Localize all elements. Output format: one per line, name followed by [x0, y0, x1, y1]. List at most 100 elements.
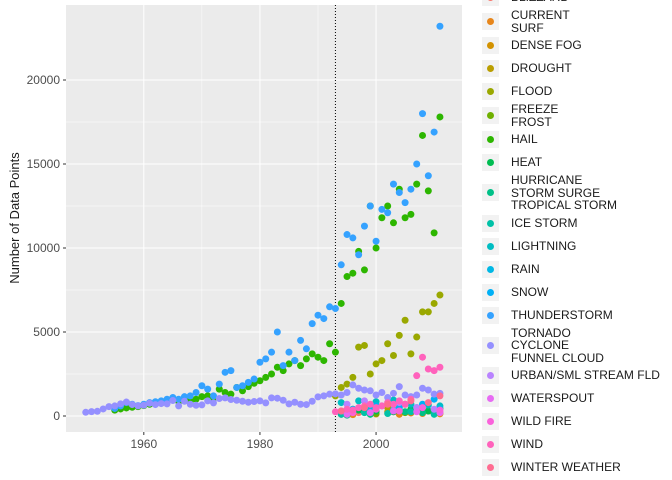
- point: [215, 385, 223, 393]
- point: [436, 291, 444, 299]
- point: [343, 273, 351, 281]
- point: [262, 373, 270, 381]
- point: [331, 304, 339, 312]
- point: [372, 244, 380, 252]
- legend-dot: [487, 265, 494, 273]
- point: [244, 398, 252, 406]
- point: [424, 399, 432, 407]
- point: [372, 404, 380, 412]
- legend-label: HEAT: [511, 155, 543, 170]
- point: [308, 350, 316, 358]
- legend-label: DENSE FOG: [511, 38, 582, 53]
- point: [250, 398, 258, 406]
- legend-item: DROUGHT: [482, 57, 672, 80]
- legend-dot: [487, 42, 494, 49]
- point: [384, 202, 392, 210]
- legend-item: WINTER WEATHER: [482, 456, 672, 479]
- point: [314, 393, 322, 401]
- point: [424, 386, 432, 394]
- legend-label: FLOOD: [511, 84, 553, 99]
- point: [146, 399, 154, 407]
- point: [378, 205, 386, 213]
- legend-dot: [487, 418, 494, 425]
- point: [273, 394, 281, 402]
- legend-label: FREEZE FROST: [511, 102, 559, 129]
- legend-dot: [487, 311, 494, 319]
- legend-item: HAIL: [482, 128, 672, 151]
- point: [395, 383, 403, 391]
- point: [279, 362, 287, 370]
- point: [384, 340, 392, 348]
- point: [424, 407, 432, 415]
- y-axis-title: Number of Data Points: [7, 152, 22, 284]
- legend-swatch: [487, 189, 494, 197]
- point: [268, 394, 276, 402]
- legend-swatch: [487, 65, 494, 72]
- legend-item: WATERSPOUT: [482, 387, 672, 410]
- legend-swatch: [487, 441, 494, 448]
- point: [314, 353, 322, 361]
- point: [233, 383, 241, 391]
- point: [436, 406, 444, 414]
- legend-item: HEAT: [482, 151, 672, 174]
- point: [366, 400, 374, 408]
- point: [360, 386, 368, 394]
- point: [297, 400, 305, 408]
- point: [401, 400, 409, 408]
- legend-dot: [487, 395, 494, 402]
- point: [349, 406, 357, 414]
- x-tick-label: 2000: [363, 437, 390, 451]
- legend-key: [482, 413, 499, 430]
- legend-key: [482, 436, 499, 453]
- point: [169, 397, 177, 405]
- point: [198, 382, 206, 390]
- legend-label: WIND: [511, 437, 543, 452]
- point: [302, 401, 310, 409]
- point: [378, 357, 386, 365]
- legend-item: TORNADO CYCLONE FUNNEL CLOUD: [482, 326, 672, 365]
- point: [227, 390, 235, 398]
- legend-item: BLIZZARD: [482, 0, 672, 9]
- point: [343, 410, 351, 418]
- legend-item: LIGHTNING: [482, 235, 672, 258]
- point: [430, 299, 438, 307]
- point: [413, 372, 421, 380]
- point: [372, 391, 380, 399]
- legend-swatch: [487, 372, 494, 379]
- legend-swatch: [488, 0, 493, 1]
- x-tick-label: 1960: [130, 437, 157, 451]
- point: [349, 269, 357, 277]
- point: [186, 400, 194, 408]
- point: [360, 341, 368, 349]
- point: [419, 110, 427, 118]
- point: [239, 397, 247, 405]
- legend-dot: [487, 464, 494, 471]
- point: [360, 266, 368, 274]
- point: [366, 409, 374, 417]
- point: [326, 340, 334, 348]
- point: [285, 360, 293, 368]
- point: [192, 401, 200, 409]
- point: [401, 391, 409, 399]
- point: [88, 408, 96, 416]
- point: [262, 355, 270, 363]
- legend-label: ICE STORM: [511, 215, 578, 230]
- legend-label: WATERSPOUT: [511, 391, 595, 406]
- legend-key: [482, 83, 499, 100]
- y-tick-label: 15000: [27, 157, 61, 171]
- point: [366, 387, 374, 395]
- legend-swatch: [487, 311, 494, 319]
- point: [389, 389, 397, 397]
- point: [122, 404, 130, 412]
- point: [395, 397, 403, 405]
- point: [419, 131, 427, 139]
- legend-key: [482, 13, 499, 30]
- legend-swatch: [487, 288, 494, 296]
- point: [413, 333, 421, 341]
- point: [413, 408, 421, 416]
- point: [436, 392, 444, 400]
- point: [389, 219, 397, 227]
- point: [297, 362, 305, 370]
- point: [175, 402, 183, 410]
